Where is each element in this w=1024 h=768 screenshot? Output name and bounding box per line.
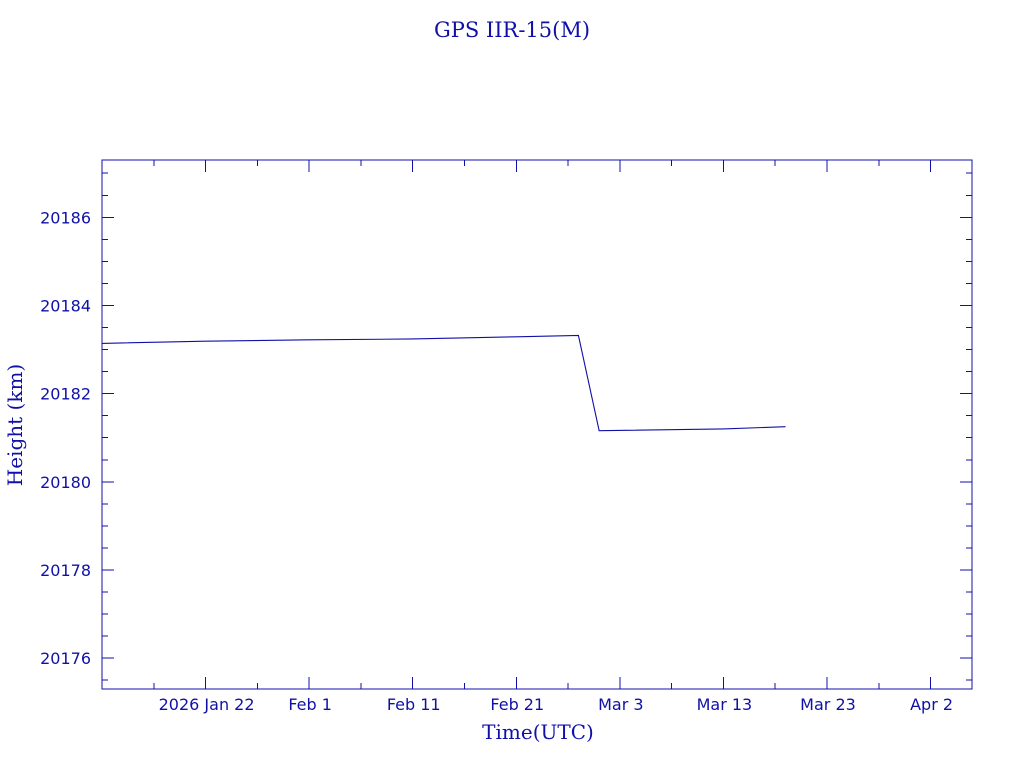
x-tick-label: Feb 21 bbox=[490, 695, 544, 714]
x-tick-labels: 2026 Jan 22 Feb 1 Feb 11 Feb 21 Mar 3 Mar 13 M… bbox=[159, 695, 953, 714]
y-tick-label: 20180 bbox=[40, 473, 91, 492]
series-layer bbox=[101, 334, 786, 432]
x-tick-label: Mar 23 bbox=[800, 695, 856, 714]
y-tick-labels: 20176 20178 20180 20182 20184 20186 bbox=[40, 208, 91, 668]
x-tick-label: Feb 1 bbox=[288, 695, 332, 714]
plot-frame bbox=[101, 159, 973, 690]
chart-title: GPS IIR-15(M) bbox=[434, 18, 590, 42]
x-axis-label: Time(UTC) bbox=[482, 720, 594, 744]
x-tick-label: Mar 13 bbox=[697, 695, 753, 714]
y-tick-label: 20176 bbox=[40, 649, 91, 668]
height-series-line bbox=[101, 334, 786, 432]
major-ticks bbox=[102, 160, 972, 689]
x-tick-label: Mar 3 bbox=[598, 695, 643, 714]
y-tick-label: 20178 bbox=[40, 561, 91, 580]
x-tick-label: 2026 Jan 22 bbox=[159, 695, 255, 714]
x-tick-label: Feb 11 bbox=[387, 695, 441, 714]
y-axis-label: Height (km) bbox=[3, 364, 27, 486]
y-tick-label: 20182 bbox=[40, 385, 91, 404]
minor-ticks bbox=[102, 160, 972, 689]
x-tick-label: Apr 2 bbox=[910, 695, 953, 714]
y-tick-label: 20186 bbox=[40, 208, 91, 227]
y-tick-label: 20184 bbox=[40, 296, 91, 315]
